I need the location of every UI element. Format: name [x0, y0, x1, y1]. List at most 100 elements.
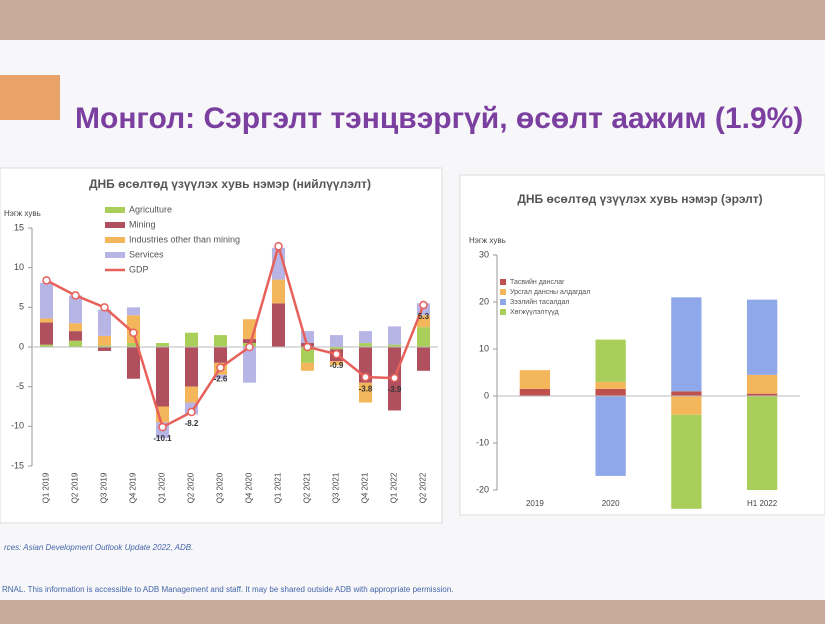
- legend-swatch: [500, 289, 506, 295]
- x-tick-label: H1 2022: [747, 499, 778, 508]
- legend-swatch: [105, 237, 125, 243]
- bar-segment: [242, 347, 257, 383]
- logo: [0, 75, 60, 120]
- bar-segment: [746, 374, 778, 394]
- bar-segment: [300, 347, 315, 363]
- x-tick-label: 2020: [602, 499, 620, 508]
- bar-segment: [746, 299, 778, 375]
- x-tick-label: Q3 2019: [100, 472, 109, 503]
- bar-segment: [184, 386, 199, 403]
- bar-segment: [416, 303, 431, 316]
- legend-swatch: [500, 299, 506, 305]
- legend-label: Хөгжүүлэлтүүд: [510, 309, 559, 316]
- bar-segment: [68, 323, 83, 332]
- point: [129, 328, 138, 337]
- point: [361, 372, 370, 382]
- data-label: -10.1: [153, 434, 172, 443]
- legend-label: Mining: [129, 219, 156, 229]
- bar-segment: [39, 344, 54, 347]
- bar-segment: [387, 344, 402, 347]
- bar-segment: [242, 339, 257, 344]
- legend-label: Agriculture: [129, 204, 172, 214]
- x-tick-label: Q1 2020: [158, 472, 167, 503]
- footer: RNAL. This information is accessible to …: [2, 585, 453, 594]
- bar-segment: [126, 343, 141, 347]
- point: [42, 276, 51, 285]
- legend-swatch: [500, 309, 506, 315]
- y-tick-label: -20: [476, 484, 489, 494]
- y-tick-label: 5: [19, 302, 24, 312]
- point: [419, 300, 428, 310]
- data-label: -0.9: [330, 361, 344, 370]
- point: [100, 303, 109, 312]
- y-tick-label: -15: [11, 460, 24, 470]
- x-tick-label: Q4 2020: [245, 472, 254, 503]
- bar-segment: [97, 309, 112, 336]
- bar-segment: [300, 331, 315, 344]
- bar-segment: [68, 331, 83, 341]
- point: [216, 363, 225, 372]
- y-tick-label: -10: [11, 421, 24, 431]
- y-tick-label: 15: [14, 222, 24, 232]
- legend-label: GDP: [129, 264, 149, 274]
- point: [187, 407, 196, 417]
- legend-label: Тасвийн данслаг: [510, 278, 565, 286]
- bar-segment: [595, 388, 626, 396]
- bar-segment: [416, 347, 431, 371]
- bar-segment: [358, 382, 373, 403]
- bar-segment: [358, 331, 373, 344]
- bar-segment: [68, 295, 83, 324]
- bar-segment: [39, 318, 54, 323]
- slide-title: Монгол: Сэргэлт тэнцвэргүй, өсөлт аажим …: [75, 102, 803, 135]
- legend-label: Зээлийн тасалдал: [510, 298, 570, 306]
- bar-segment: [184, 332, 199, 347]
- bar-segment: [271, 279, 286, 304]
- bar-segment: [271, 303, 286, 347]
- bar-segment: [595, 339, 626, 382]
- bar-segment: [416, 315, 431, 328]
- y-axis-label: Нэгж хувь: [4, 209, 41, 218]
- chart-title: ДНБ өсөлтөд үзүүлэх хувь нэмэр (эрэлт): [517, 192, 762, 206]
- x-tick-label: Q4 2021: [361, 472, 370, 503]
- bar-segment: [155, 343, 170, 347]
- bar-segment: [97, 335, 112, 346]
- y-tick-label: 0: [484, 390, 489, 400]
- data-label: -3.9: [388, 385, 402, 394]
- bar-segment: [39, 322, 54, 345]
- bar-segment: [126, 347, 141, 379]
- legend-swatch: [105, 222, 125, 228]
- bar-segment: [213, 347, 228, 363]
- bar-segment: [519, 388, 551, 396]
- bar-segment: [671, 396, 702, 415]
- bar-segment: [329, 335, 344, 347]
- bar-segment: [329, 361, 344, 366]
- legend-swatch: [105, 207, 125, 213]
- legend-swatch: [105, 252, 125, 258]
- y-tick-label: -10: [476, 437, 489, 447]
- x-tick-label: Q4 2019: [129, 472, 138, 503]
- data-label: 5.3: [418, 312, 430, 321]
- data-label: -2.6: [214, 375, 228, 384]
- bar-segment: [671, 297, 702, 392]
- bar-segment: [213, 374, 228, 379]
- line: [45, 241, 425, 429]
- y-tick-label: 0: [19, 341, 24, 351]
- y-axis-label: Нэгж хувь: [469, 236, 506, 245]
- bar-segment: [595, 396, 626, 476]
- bar-segment: [213, 335, 228, 347]
- x-tick-label: Q1 2021: [274, 472, 283, 503]
- bar-segment: [97, 347, 112, 351]
- x-tick-label: Q1 2019: [42, 472, 51, 503]
- point: [158, 422, 167, 432]
- source: rces: Asian Development Outlook Update 2…: [4, 543, 193, 552]
- y-tick-label: -5: [16, 381, 24, 391]
- x-tick-label: Q2 2020: [187, 472, 196, 503]
- legend-label: Урсгал дансны алдагдал: [510, 289, 590, 296]
- point: [245, 342, 254, 352]
- bar-segment: [746, 396, 778, 490]
- data-label: -8.2: [185, 419, 199, 428]
- bar-segment: [97, 345, 112, 347]
- y-tick-label: 30: [479, 249, 489, 259]
